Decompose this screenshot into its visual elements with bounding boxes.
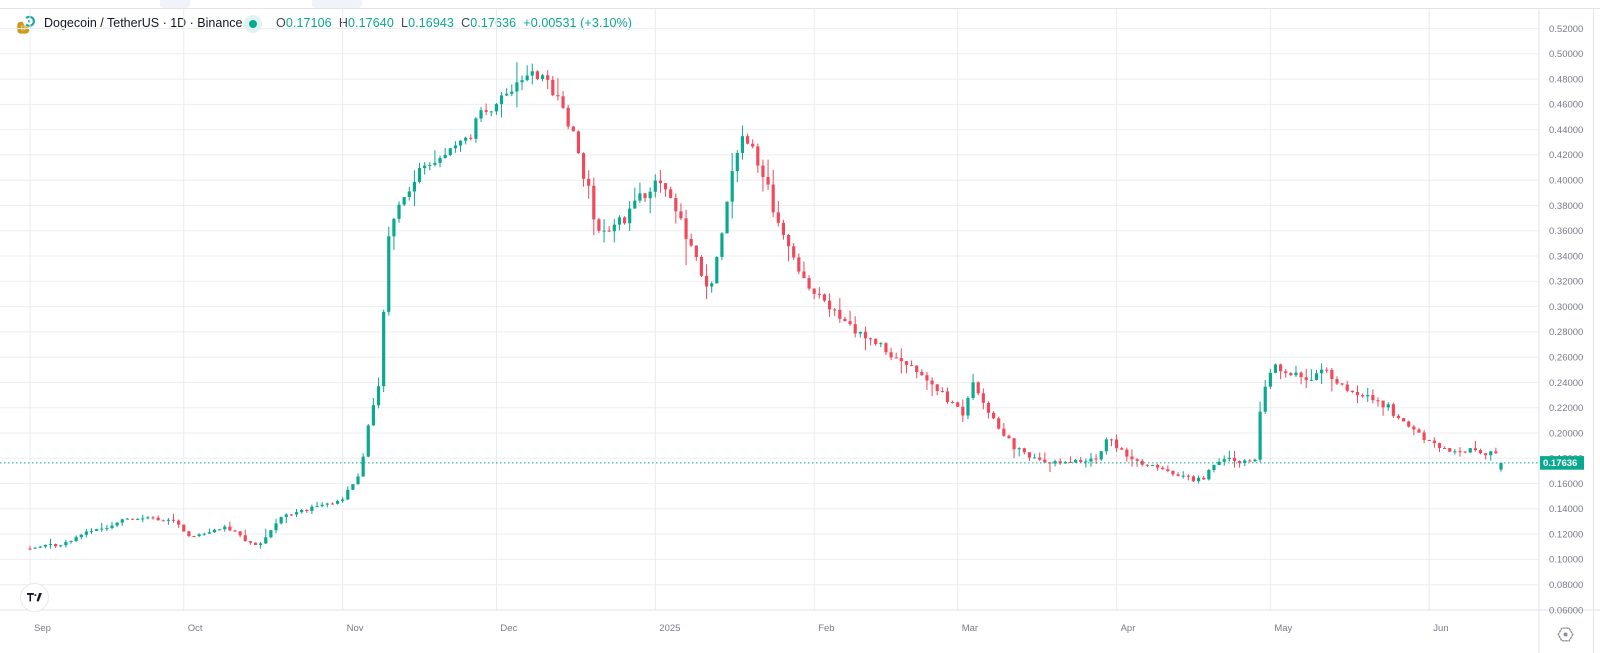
svg-text:0.36000: 0.36000 <box>1549 226 1583 237</box>
svg-text:0.44000: 0.44000 <box>1549 125 1583 136</box>
svg-text:0.08000: 0.08000 <box>1549 580 1583 591</box>
svg-text:Mar: Mar <box>962 623 978 634</box>
svg-text:0.40000: 0.40000 <box>1549 176 1583 187</box>
svg-text:0.32000: 0.32000 <box>1549 277 1583 288</box>
svg-text:0.22000: 0.22000 <box>1549 403 1583 414</box>
svg-text:0.12000: 0.12000 <box>1549 529 1583 540</box>
svg-text:2025: 2025 <box>659 623 680 634</box>
svg-text:0.26000: 0.26000 <box>1549 352 1583 363</box>
svg-text:Apr: Apr <box>1121 623 1136 634</box>
svg-text:0.17636: 0.17636 <box>1543 458 1577 469</box>
svg-text:0.42000: 0.42000 <box>1549 150 1583 161</box>
svg-text:Nov: Nov <box>347 623 364 634</box>
svg-text:0.20000: 0.20000 <box>1549 428 1583 439</box>
svg-text:0.48000: 0.48000 <box>1549 74 1583 85</box>
svg-text:0.30000: 0.30000 <box>1549 302 1583 313</box>
svg-text:0.24000: 0.24000 <box>1549 378 1583 389</box>
svg-text:Feb: Feb <box>818 623 834 634</box>
svg-text:0.28000: 0.28000 <box>1549 327 1583 338</box>
svg-text:Dec: Dec <box>500 623 517 634</box>
svg-text:Oct: Oct <box>188 623 203 634</box>
svg-text:0.06000: 0.06000 <box>1549 605 1583 616</box>
svg-text:0.14000: 0.14000 <box>1549 504 1583 515</box>
svg-text:0.34000: 0.34000 <box>1549 251 1583 262</box>
svg-text:Jun: Jun <box>1433 623 1448 634</box>
svg-text:0.46000: 0.46000 <box>1549 100 1583 111</box>
svg-text:0.50000: 0.50000 <box>1549 49 1583 60</box>
svg-text:Sep: Sep <box>34 623 51 634</box>
svg-text:0.16000: 0.16000 <box>1549 479 1583 490</box>
svg-text:May: May <box>1274 623 1292 634</box>
svg-text:0.52000: 0.52000 <box>1549 24 1583 35</box>
svg-text:0.10000: 0.10000 <box>1549 555 1583 566</box>
svg-text:0.38000: 0.38000 <box>1549 201 1583 212</box>
